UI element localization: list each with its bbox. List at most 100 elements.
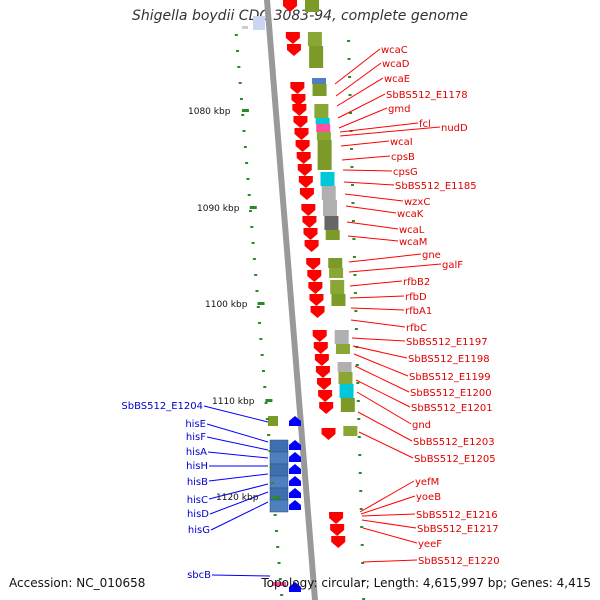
leader-line: [210, 501, 269, 531]
gene-label[interactable]: rfbB2: [403, 277, 430, 288]
gene-label[interactable]: hisD: [187, 509, 209, 520]
forward-gene-arrow: [283, 0, 297, 12]
forward-gene-arrow: [298, 176, 313, 188]
gene-label[interactable]: yoeB: [416, 492, 441, 503]
gene-label[interactable]: galF: [442, 260, 463, 271]
minor-tick: [360, 526, 364, 528]
gene-label[interactable]: nudD: [441, 123, 468, 134]
leader-line: [206, 436, 269, 451]
gene-label[interactable]: wcaC: [381, 45, 408, 56]
gene-label[interactable]: yefM: [415, 477, 439, 488]
gene-label[interactable]: cpsG: [393, 167, 418, 178]
leader-line: [351, 337, 406, 342]
gene-label[interactable]: rfbD: [405, 292, 427, 303]
forward-strand-genes: [283, 0, 346, 548]
minor-tick: [348, 94, 352, 96]
gene-label[interactable]: hisF: [186, 432, 206, 443]
gene-block: [317, 140, 332, 170]
reverse-gene-arrow: [289, 440, 301, 450]
gene-label[interactable]: SbBS512_E1200: [410, 388, 492, 399]
leader-line: [339, 126, 441, 137]
minor-tick: [354, 328, 358, 330]
gene-label[interactable]: wzxC: [404, 197, 430, 208]
leader-line: [350, 307, 405, 311]
gene-label[interactable]: rfbA1: [405, 306, 432, 317]
gene-label[interactable]: hisA: [186, 447, 207, 458]
minor-tick: [353, 292, 357, 294]
forward-gene-arrow: [290, 82, 305, 94]
leader-line: [337, 93, 386, 119]
gene-block: [337, 362, 352, 372]
gene-label[interactable]: SbBS512_E1217: [417, 524, 499, 535]
gene-label[interactable]: cpsB: [391, 152, 415, 163]
leader-line: [341, 155, 391, 161]
forward-gene-arrow: [330, 524, 345, 536]
forward-gene-arrow: [307, 270, 322, 282]
gene-label[interactable]: gnd: [412, 420, 431, 431]
kbp-label: 1120 kbp: [216, 493, 259, 503]
major-tick: [265, 399, 273, 402]
minor-tick: [265, 418, 269, 420]
forward-gene-arrow: [304, 240, 319, 252]
gene-label[interactable]: wcaM: [399, 237, 427, 248]
forward-gene-arrow: [308, 282, 323, 294]
major-tick: [273, 496, 281, 499]
gene-label[interactable]: sbcB: [187, 570, 211, 581]
gene-label[interactable]: SbBS512_E1178: [386, 90, 468, 101]
gene-label[interactable]: SbBS512_E1205: [414, 454, 496, 465]
gene-label[interactable]: wcaE: [384, 74, 410, 85]
gene-label[interactable]: wcaI: [390, 137, 413, 148]
minor-tick: [260, 354, 264, 356]
gene-label[interactable]: hisH: [186, 461, 208, 472]
gene-label[interactable]: SbBS512_E1204: [121, 401, 203, 412]
minor-tick: [271, 482, 275, 484]
gene-block: [330, 280, 345, 294]
gene-label[interactable]: wcaD: [382, 59, 410, 70]
gene-label[interactable]: SbBS512_E1185: [395, 181, 477, 192]
gene-label[interactable]: yeeF: [418, 539, 442, 550]
minor-tick: [278, 578, 282, 580]
forward-gene-arrow: [292, 104, 307, 116]
gene-label[interactable]: wcaK: [397, 209, 424, 220]
gene-block: [321, 186, 336, 200]
gene-label[interactable]: SbBS512_E1203: [413, 437, 495, 448]
gene-block: [329, 268, 344, 278]
gene-label[interactable]: rfbC: [406, 323, 427, 334]
gene-label[interactable]: wcaL: [399, 225, 425, 236]
minor-tick: [351, 220, 355, 222]
forward-gene-arrow: [306, 258, 321, 270]
gene-label[interactable]: SbBS512_E1197: [406, 337, 488, 348]
minor-tick: [357, 418, 361, 420]
reverse-gene-arrow: [289, 488, 301, 498]
gene-label[interactable]: hisB: [187, 477, 208, 488]
minor-tick: [236, 50, 240, 52]
gene-label[interactable]: SbBS512_E1199: [409, 372, 491, 383]
minor-tick: [255, 290, 259, 292]
forward-gene-arrow: [286, 44, 301, 56]
gene-label[interactable]: gmd: [388, 104, 410, 115]
gene-label[interactable]: gne: [422, 250, 441, 261]
minor-tick: [258, 322, 262, 324]
leader-line: [349, 295, 405, 299]
gene-block: [316, 132, 331, 140]
forward-gene-arrow: [312, 330, 327, 342]
kbp-label: 1100 kbp: [205, 300, 248, 310]
gene-block: [334, 330, 349, 344]
gene-label[interactable]: SbBS512_E1201: [411, 403, 493, 414]
forward-gene-arrow: [317, 378, 332, 390]
gene-label[interactable]: SbBS512_E1216: [416, 510, 498, 521]
gene-label[interactable]: fcl: [419, 119, 431, 130]
minor-tick: [358, 454, 362, 456]
gene-label[interactable]: SbBS512_E1220: [418, 556, 500, 567]
gene-label[interactable]: SbBS512_E1198: [408, 354, 490, 365]
minor-tick: [252, 258, 256, 260]
gene-label[interactable]: hisE: [185, 419, 206, 430]
minor-tick: [354, 310, 358, 312]
gene-block: [309, 46, 324, 68]
leader-line: [357, 411, 413, 442]
leader-line: [209, 491, 269, 515]
gene-label[interactable]: hisC: [187, 495, 208, 506]
gene-label[interactable]: hisG: [188, 525, 210, 536]
forward-gene-arrow: [294, 128, 309, 140]
